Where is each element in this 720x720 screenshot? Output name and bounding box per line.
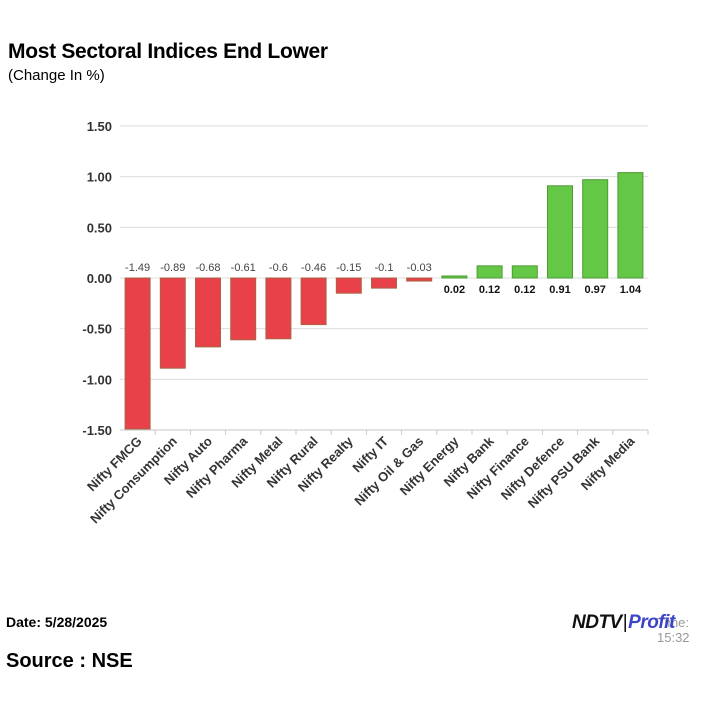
bar (371, 277, 397, 289)
bar-value-label: -1.49 (125, 262, 150, 274)
bar (195, 277, 221, 348)
bar-value-label: 0.97 (584, 284, 605, 296)
y-tick-label: 0.50 (87, 220, 112, 235)
y-tick-label: -1.50 (82, 423, 112, 438)
chart-subtitle: (Change In %) (8, 67, 105, 84)
bar-value-label: 1.04 (620, 284, 642, 296)
chart-title: Most Sectoral Indices End Lower (8, 40, 328, 63)
date-label: Date: 5/28/2025 (6, 614, 108, 630)
bar-value-label: 0.12 (514, 284, 535, 296)
bar-value-label: -0.03 (407, 262, 432, 274)
bar (617, 172, 644, 279)
bar-value-label: 0.12 (479, 284, 500, 296)
logo-profit-text: Profit (628, 612, 675, 633)
bar-value-label: 0.02 (444, 284, 465, 296)
ndtv-profit-logo: NDTV|Profit (572, 612, 675, 634)
logo-ndtv-text: NDTV (572, 612, 622, 633)
bar-value-label: -0.15 (336, 262, 361, 274)
time-label: Time: 15:32 (657, 615, 690, 645)
y-tick-label: -0.50 (82, 322, 112, 337)
bar-value-label: -0.46 (301, 262, 326, 274)
bar (335, 277, 362, 294)
logo-separator: | (622, 612, 628, 633)
bar (265, 277, 292, 340)
source-label: Source : NSE (6, 650, 133, 672)
bar (124, 277, 151, 430)
bar (300, 277, 327, 326)
bar (441, 275, 468, 279)
y-tick-label: -1.00 (82, 372, 112, 387)
bar (406, 277, 433, 282)
y-tick-label: 1.50 (87, 119, 112, 134)
bar-value-label: -0.6 (269, 262, 288, 274)
bar-value-label: -0.1 (375, 262, 394, 274)
bar-value-label: -0.61 (231, 262, 256, 274)
y-tick-label: 0.00 (87, 271, 112, 286)
bar-chart: 1.501.000.500.00-0.50-1.00-1.50-1.49Nift… (82, 119, 649, 526)
bar (230, 277, 257, 341)
y-tick-label: 1.00 (87, 170, 112, 185)
bar (582, 179, 609, 279)
bar (476, 265, 503, 279)
bar-value-label: -0.89 (160, 262, 185, 274)
bar (547, 185, 573, 279)
bar-value-label: -0.68 (195, 262, 220, 274)
bar (159, 277, 186, 369)
bar-value-label: 0.91 (549, 284, 570, 296)
bar (511, 265, 538, 279)
